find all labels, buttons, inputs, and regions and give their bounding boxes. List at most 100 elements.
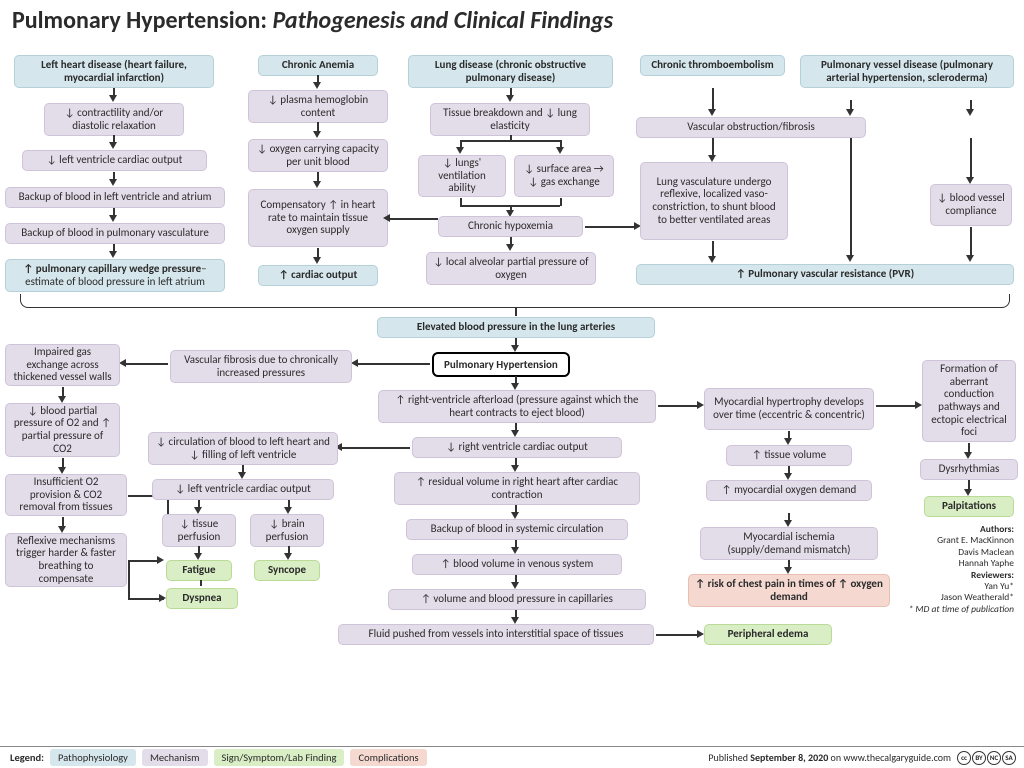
node-vf: Vascular fibrosis due to chronically inc… xyxy=(170,350,352,383)
node-alveolar: ↓ local alveolar partial pressure of oxy… xyxy=(426,252,596,285)
arrow-left-icon xyxy=(383,214,390,222)
arrow-down-icon xyxy=(784,438,792,445)
arrow-down-icon xyxy=(109,95,117,102)
connector xyxy=(126,363,168,365)
arrow-down-icon xyxy=(784,473,792,480)
node-reflexive: Reflexive mechanisms trigger harder & fa… xyxy=(5,533,127,587)
connector xyxy=(712,138,714,156)
node-tissue-perf: ↓ tissue perfusion xyxy=(162,514,236,547)
arrow-down-icon xyxy=(194,553,202,560)
node-r3: ↑ residual volume in right heart after c… xyxy=(394,472,640,505)
connector xyxy=(342,447,410,449)
reviewers-list: Yan Yu*Jason Weatherald* xyxy=(941,580,1014,603)
arrow-down-icon xyxy=(708,256,716,263)
credits-block: Authors: Grant E. MacKinnonDavis Maclean… xyxy=(909,524,1014,615)
arrow-down-icon xyxy=(238,472,246,479)
arrow-down-icon xyxy=(506,244,514,251)
node-po2: ↓ blood partial pressure of O2 and ↑ par… xyxy=(5,403,120,457)
node-anemia: Chronic Anemia xyxy=(258,55,378,76)
arrow-down-icon xyxy=(313,131,321,138)
arrow-down-icon xyxy=(58,467,66,474)
node-lhd: Left heart disease (heart failure, myoca… xyxy=(14,55,214,88)
node-lungdisease: Lung disease (chronic obstructive pulmon… xyxy=(408,55,613,88)
node-syncope: Syncope xyxy=(254,560,320,581)
arrow-down-icon xyxy=(511,617,519,624)
node-lvco2: ↓ left ventricle cardiac output xyxy=(152,479,334,500)
node-lvco: ↓ left ventricle cardiac output xyxy=(22,150,207,171)
node-elevated: Elevated blood pressure in the lung arte… xyxy=(377,317,655,338)
arrow-down-icon xyxy=(284,553,292,560)
legend-pub: Published September 8, 2020 on www.theca… xyxy=(708,751,1024,765)
arrow-down-icon xyxy=(511,465,519,472)
node-impaired: Impaired gas exchange across thickened v… xyxy=(5,344,120,386)
credits-note: * MD at time of publication xyxy=(909,603,1014,615)
node-pcwp: ↑ pulmonary capillary wedge pressure– es… xyxy=(5,259,225,292)
connector xyxy=(712,241,714,257)
arrow-down-icon xyxy=(506,95,514,102)
connector xyxy=(460,140,560,142)
arrow-down-icon xyxy=(194,507,202,514)
arrow-down-icon xyxy=(846,109,854,116)
node-r7: Fluid pushed from vessels into interstit… xyxy=(338,624,654,645)
node-insufficient: Insufficient O2 provision & CO2 removal … xyxy=(5,474,127,516)
arrow-down-icon xyxy=(511,582,519,589)
connector xyxy=(850,138,852,256)
connector xyxy=(515,308,517,316)
arrow-down-icon xyxy=(511,345,519,352)
arrow-right-icon xyxy=(157,556,164,564)
node-backup-lv: Backup of blood in left ventricle and at… xyxy=(5,187,225,208)
arrow-down-icon xyxy=(109,251,117,258)
node-r5: ↑ blood volume in venous system xyxy=(412,554,622,575)
node-pvd: Pulmonary vessel disease (pulmonary arte… xyxy=(800,55,1014,88)
connector xyxy=(876,405,916,407)
arrow-down-icon xyxy=(964,489,972,496)
node-backup-pv: Backup of blood in pulmonary vasculature xyxy=(5,223,225,244)
arrow-down-icon xyxy=(313,181,321,188)
arrow-right-icon xyxy=(915,401,922,409)
connector xyxy=(200,580,202,586)
node-dyspnea: Dyspnea xyxy=(166,588,238,609)
arrow-down-icon xyxy=(784,520,792,527)
connector xyxy=(560,198,562,206)
arrow-left-icon xyxy=(119,359,126,367)
node-obstruction: Vascular obstruction/fibrosis xyxy=(636,117,866,138)
arrow-down-icon xyxy=(556,147,564,154)
arrow-down-icon xyxy=(109,142,117,149)
node-palpitations: Palpitations xyxy=(924,496,1014,517)
cc-icon: ccBYNCSA xyxy=(957,751,1016,765)
node-r6: ↑ volume and blood pressure in capillari… xyxy=(388,589,646,610)
node-hypoxemia: Chronic hypoxemia xyxy=(438,216,583,237)
connector xyxy=(656,634,698,636)
arrow-down-icon xyxy=(58,526,66,533)
arrow-down-icon xyxy=(511,383,519,390)
node-surface-area: ↓ surface area → ↓ gas exchange xyxy=(514,155,614,197)
arrow-down-icon xyxy=(511,547,519,554)
node-ph: Pulmonary Hypertension xyxy=(432,352,570,377)
node-hypertrophy: Myocardial hypertrophy develops over tim… xyxy=(704,388,874,430)
arrow-down-icon xyxy=(966,255,974,262)
arrow-down-icon xyxy=(109,179,117,186)
node-compensatory: Compensatory ↑ in heart rate to maintain… xyxy=(248,189,388,247)
node-aberrant: Formation of aberrant conduction pathway… xyxy=(922,360,1016,442)
arrow-right-icon xyxy=(697,401,704,409)
arrow-down-icon xyxy=(708,155,716,162)
arrow-right-icon xyxy=(697,630,704,638)
node-fatigue: Fatigue xyxy=(166,560,232,581)
arrow-down-icon xyxy=(313,257,321,264)
arrow-down-icon xyxy=(784,567,792,574)
node-ischemia: Myocardial ischemia (supply/demand misma… xyxy=(700,527,878,560)
legend-sign: Sign/Symptom/Lab Finding xyxy=(214,749,345,766)
authors-label: Authors: xyxy=(980,523,1014,535)
arrow-down-icon xyxy=(511,430,519,437)
node-mo2: ↑ myocardial oxygen demand xyxy=(706,480,872,501)
arrow-down-icon xyxy=(511,512,519,519)
arrow-down-icon xyxy=(313,82,321,89)
arrow-down-icon xyxy=(456,147,464,154)
page-title: Pulmonary Hypertension: Pathogenesis and… xyxy=(12,6,613,35)
node-vasoconstriction: Lung vasculature undergo reflexive, loca… xyxy=(640,162,788,240)
node-peripheral-edema: Peripheral edema xyxy=(704,624,832,645)
node-pvr: ↑ Pulmonary vascular resistance (PVR) xyxy=(636,264,1014,285)
arrow-down-icon xyxy=(964,452,972,459)
node-contractility: ↓ contractility and/or diastolic relaxat… xyxy=(44,103,184,136)
legend-label: Legend: xyxy=(0,751,50,764)
